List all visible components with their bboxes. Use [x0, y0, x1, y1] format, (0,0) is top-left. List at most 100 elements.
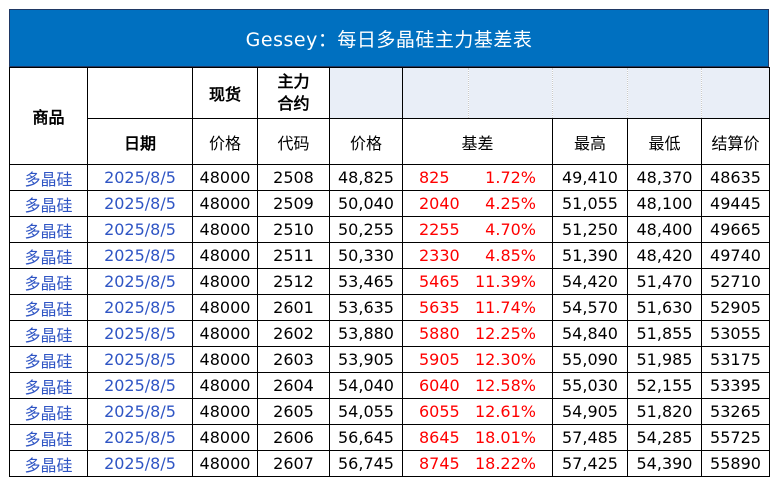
cell-price: 54,040: [329, 372, 403, 399]
table-row: 多晶硅 2025/8/5 48000 2508 48,825 825 1.72% 49,410…: [9, 164, 770, 191]
cell-date: 2025/8/5: [87, 424, 193, 451]
cell-date: 2025/8/5: [87, 164, 193, 191]
cell-high: 55,090: [552, 346, 628, 373]
cell-date: 2025/8/5: [87, 242, 193, 269]
table-row: 多晶硅 2025/8/5 48000 2602 53,880 5880 12.25% 54,8…: [9, 320, 770, 347]
cell-date: 2025/8/5: [87, 216, 193, 243]
cell-high: 51,390: [552, 242, 628, 269]
cell-spot-price: 48000: [192, 164, 258, 191]
table-row: 多晶硅 2025/8/5 48000 2607 56,745 8745 18.22% 57,4…: [9, 450, 770, 477]
header-product: 商品: [9, 67, 88, 165]
cell-low: 51,855: [627, 320, 702, 347]
table-row: 多晶硅 2025/8/5 48000 2606 56,645 8645 18.01% 57,4…: [9, 424, 770, 451]
header-basis: 基差: [402, 118, 553, 165]
basis-table-container: Gessey：每日多晶硅主力基差表 商品 现货 主力 合约: [9, 9, 770, 477]
header-price: 价格: [329, 118, 403, 165]
cell-price: 54,055: [329, 398, 403, 425]
cell-settle: 53265: [701, 398, 770, 425]
table-row: 多晶硅 2025/8/5 48000 2603 53,905 5905 12.30% 55,0…: [9, 346, 770, 373]
cell-basis-pct: 18.01%: [468, 424, 553, 451]
cell-basis-pct: 18.22%: [468, 450, 553, 477]
cell-settle: 48635: [701, 164, 770, 191]
cell-spot-price: 48000: [192, 346, 258, 373]
cell-high: 54,840: [552, 320, 628, 347]
cell-basis: 2255: [402, 216, 469, 243]
cell-contract-code: 2605: [257, 398, 330, 425]
cell-spot-price: 48000: [192, 398, 258, 425]
cell-basis: 5880: [402, 320, 469, 347]
cell-spot-price: 48000: [192, 190, 258, 217]
header-spot-price: 价格: [192, 118, 258, 165]
cell-contract-code: 2508: [257, 164, 330, 191]
cell-basis-pct: 1.72%: [468, 164, 553, 191]
cell-settle: 55725: [701, 424, 770, 451]
cell-basis-pct: 4.85%: [468, 242, 553, 269]
cell-spot-price: 48000: [192, 242, 258, 269]
cell-basis-pct: 4.70%: [468, 216, 553, 243]
cell-basis-pct: 12.61%: [468, 398, 553, 425]
cell-settle: 52905: [701, 294, 770, 321]
cell-low: 48,100: [627, 190, 702, 217]
table-row: 多晶硅 2025/8/5 48000 2511 50,330 2330 4.85% 51,39…: [9, 242, 770, 269]
cell-settle: 49740: [701, 242, 770, 269]
cell-high: 55,030: [552, 372, 628, 399]
cell-date: 2025/8/5: [87, 320, 193, 347]
cell-basis-pct: 4.25%: [468, 190, 553, 217]
cell-low: 51,985: [627, 346, 702, 373]
cell-product: 多晶硅: [9, 320, 88, 347]
header-date: 日期: [87, 118, 193, 165]
header-fill: [402, 67, 469, 119]
cell-date: 2025/8/5: [87, 372, 193, 399]
basis-table: 商品 现货 主力 合约 日期 价格 代码 价格 基差 最高 最低 结算价 多晶硅…: [9, 67, 770, 477]
cell-date: 2025/8/5: [87, 294, 193, 321]
cell-price: 53,905: [329, 346, 403, 373]
cell-contract-code: 2512: [257, 268, 330, 295]
cell-contract-code: 2509: [257, 190, 330, 217]
cell-basis-pct: 12.58%: [468, 372, 553, 399]
cell-basis: 2040: [402, 190, 469, 217]
cell-basis: 8745: [402, 450, 469, 477]
header-settle: 结算价: [701, 118, 770, 165]
cell-low: 54,285: [627, 424, 702, 451]
cell-high: 57,425: [552, 450, 628, 477]
cell-basis-pct: 11.74%: [468, 294, 553, 321]
cell-low: 51,630: [627, 294, 702, 321]
cell-product: 多晶硅: [9, 164, 88, 191]
header-blank: [87, 67, 193, 119]
cell-low: 51,820: [627, 398, 702, 425]
cell-low: 51,470: [627, 268, 702, 295]
cell-price: 50,255: [329, 216, 403, 243]
cell-contract-code: 2510: [257, 216, 330, 243]
cell-high: 51,250: [552, 216, 628, 243]
table-title: Gessey：每日多晶硅主力基差表: [9, 9, 769, 67]
cell-settle: 55890: [701, 450, 770, 477]
cell-basis-pct: 12.30%: [468, 346, 553, 373]
cell-settle: 53055: [701, 320, 770, 347]
cell-price: 53,465: [329, 268, 403, 295]
cell-product: 多晶硅: [9, 424, 88, 451]
cell-contract-code: 2601: [257, 294, 330, 321]
cell-high: 49,410: [552, 164, 628, 191]
cell-contract-code: 2603: [257, 346, 330, 373]
header-main-contract: 主力 合约: [257, 67, 330, 119]
cell-basis: 6055: [402, 398, 469, 425]
cell-high: 54,905: [552, 398, 628, 425]
cell-spot-price: 48000: [192, 424, 258, 451]
cell-product: 多晶硅: [9, 242, 88, 269]
header-fill: [701, 67, 770, 119]
table-row: 多晶硅 2025/8/5 48000 2601 53,635 5635 11.74% 54,5…: [9, 294, 770, 321]
cell-basis: 6040: [402, 372, 469, 399]
cell-low: 52,155: [627, 372, 702, 399]
header-low: 最低: [627, 118, 702, 165]
cell-product: 多晶硅: [9, 346, 88, 373]
table-row: 多晶硅 2025/8/5 48000 2509 50,040 2040 4.25% 51,05…: [9, 190, 770, 217]
cell-low: 48,420: [627, 242, 702, 269]
cell-contract-code: 2607: [257, 450, 330, 477]
cell-settle: 52710: [701, 268, 770, 295]
cell-product: 多晶硅: [9, 216, 88, 243]
header-fill: [329, 67, 403, 119]
cell-contract-code: 2604: [257, 372, 330, 399]
header-row-2: 日期 价格 代码 价格 基差 最高 最低 结算价: [10, 118, 770, 165]
cell-date: 2025/8/5: [87, 268, 193, 295]
cell-price: 56,645: [329, 424, 403, 451]
